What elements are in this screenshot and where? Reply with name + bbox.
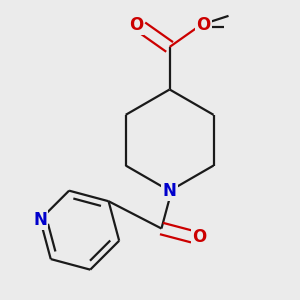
Text: O: O (129, 16, 143, 34)
Text: O: O (196, 16, 211, 34)
Text: O: O (193, 228, 207, 246)
Text: N: N (33, 211, 47, 229)
Text: N: N (163, 182, 177, 200)
